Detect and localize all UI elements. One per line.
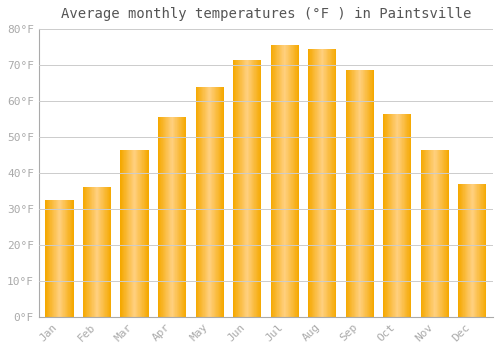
Title: Average monthly temperatures (°F ) in Paintsville: Average monthly temperatures (°F ) in Pa… bbox=[60, 7, 471, 21]
